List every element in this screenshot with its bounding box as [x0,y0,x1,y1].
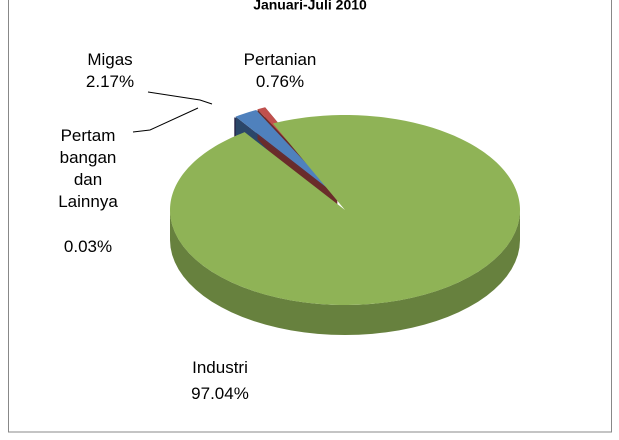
slice-value-label: 97.04% [191,384,249,403]
slice [234,117,335,196]
slice [170,115,520,305]
slice-label: Pertambangan dan Lainnya [58,126,118,211]
slice-value-label: 0.76% [255,72,305,91]
slice-value-label: 0.03% [63,237,113,256]
leader-lines [132,91,213,133]
slice-label: Industri [192,358,248,377]
slice-value-label: 2.17% [85,72,135,91]
chart-title: Januari-Juli 2010 [253,0,367,13]
slice-label: Pertanian [243,50,317,69]
slice-side [170,210,520,335]
slice [235,109,336,195]
slice-label: Migas [87,50,133,69]
